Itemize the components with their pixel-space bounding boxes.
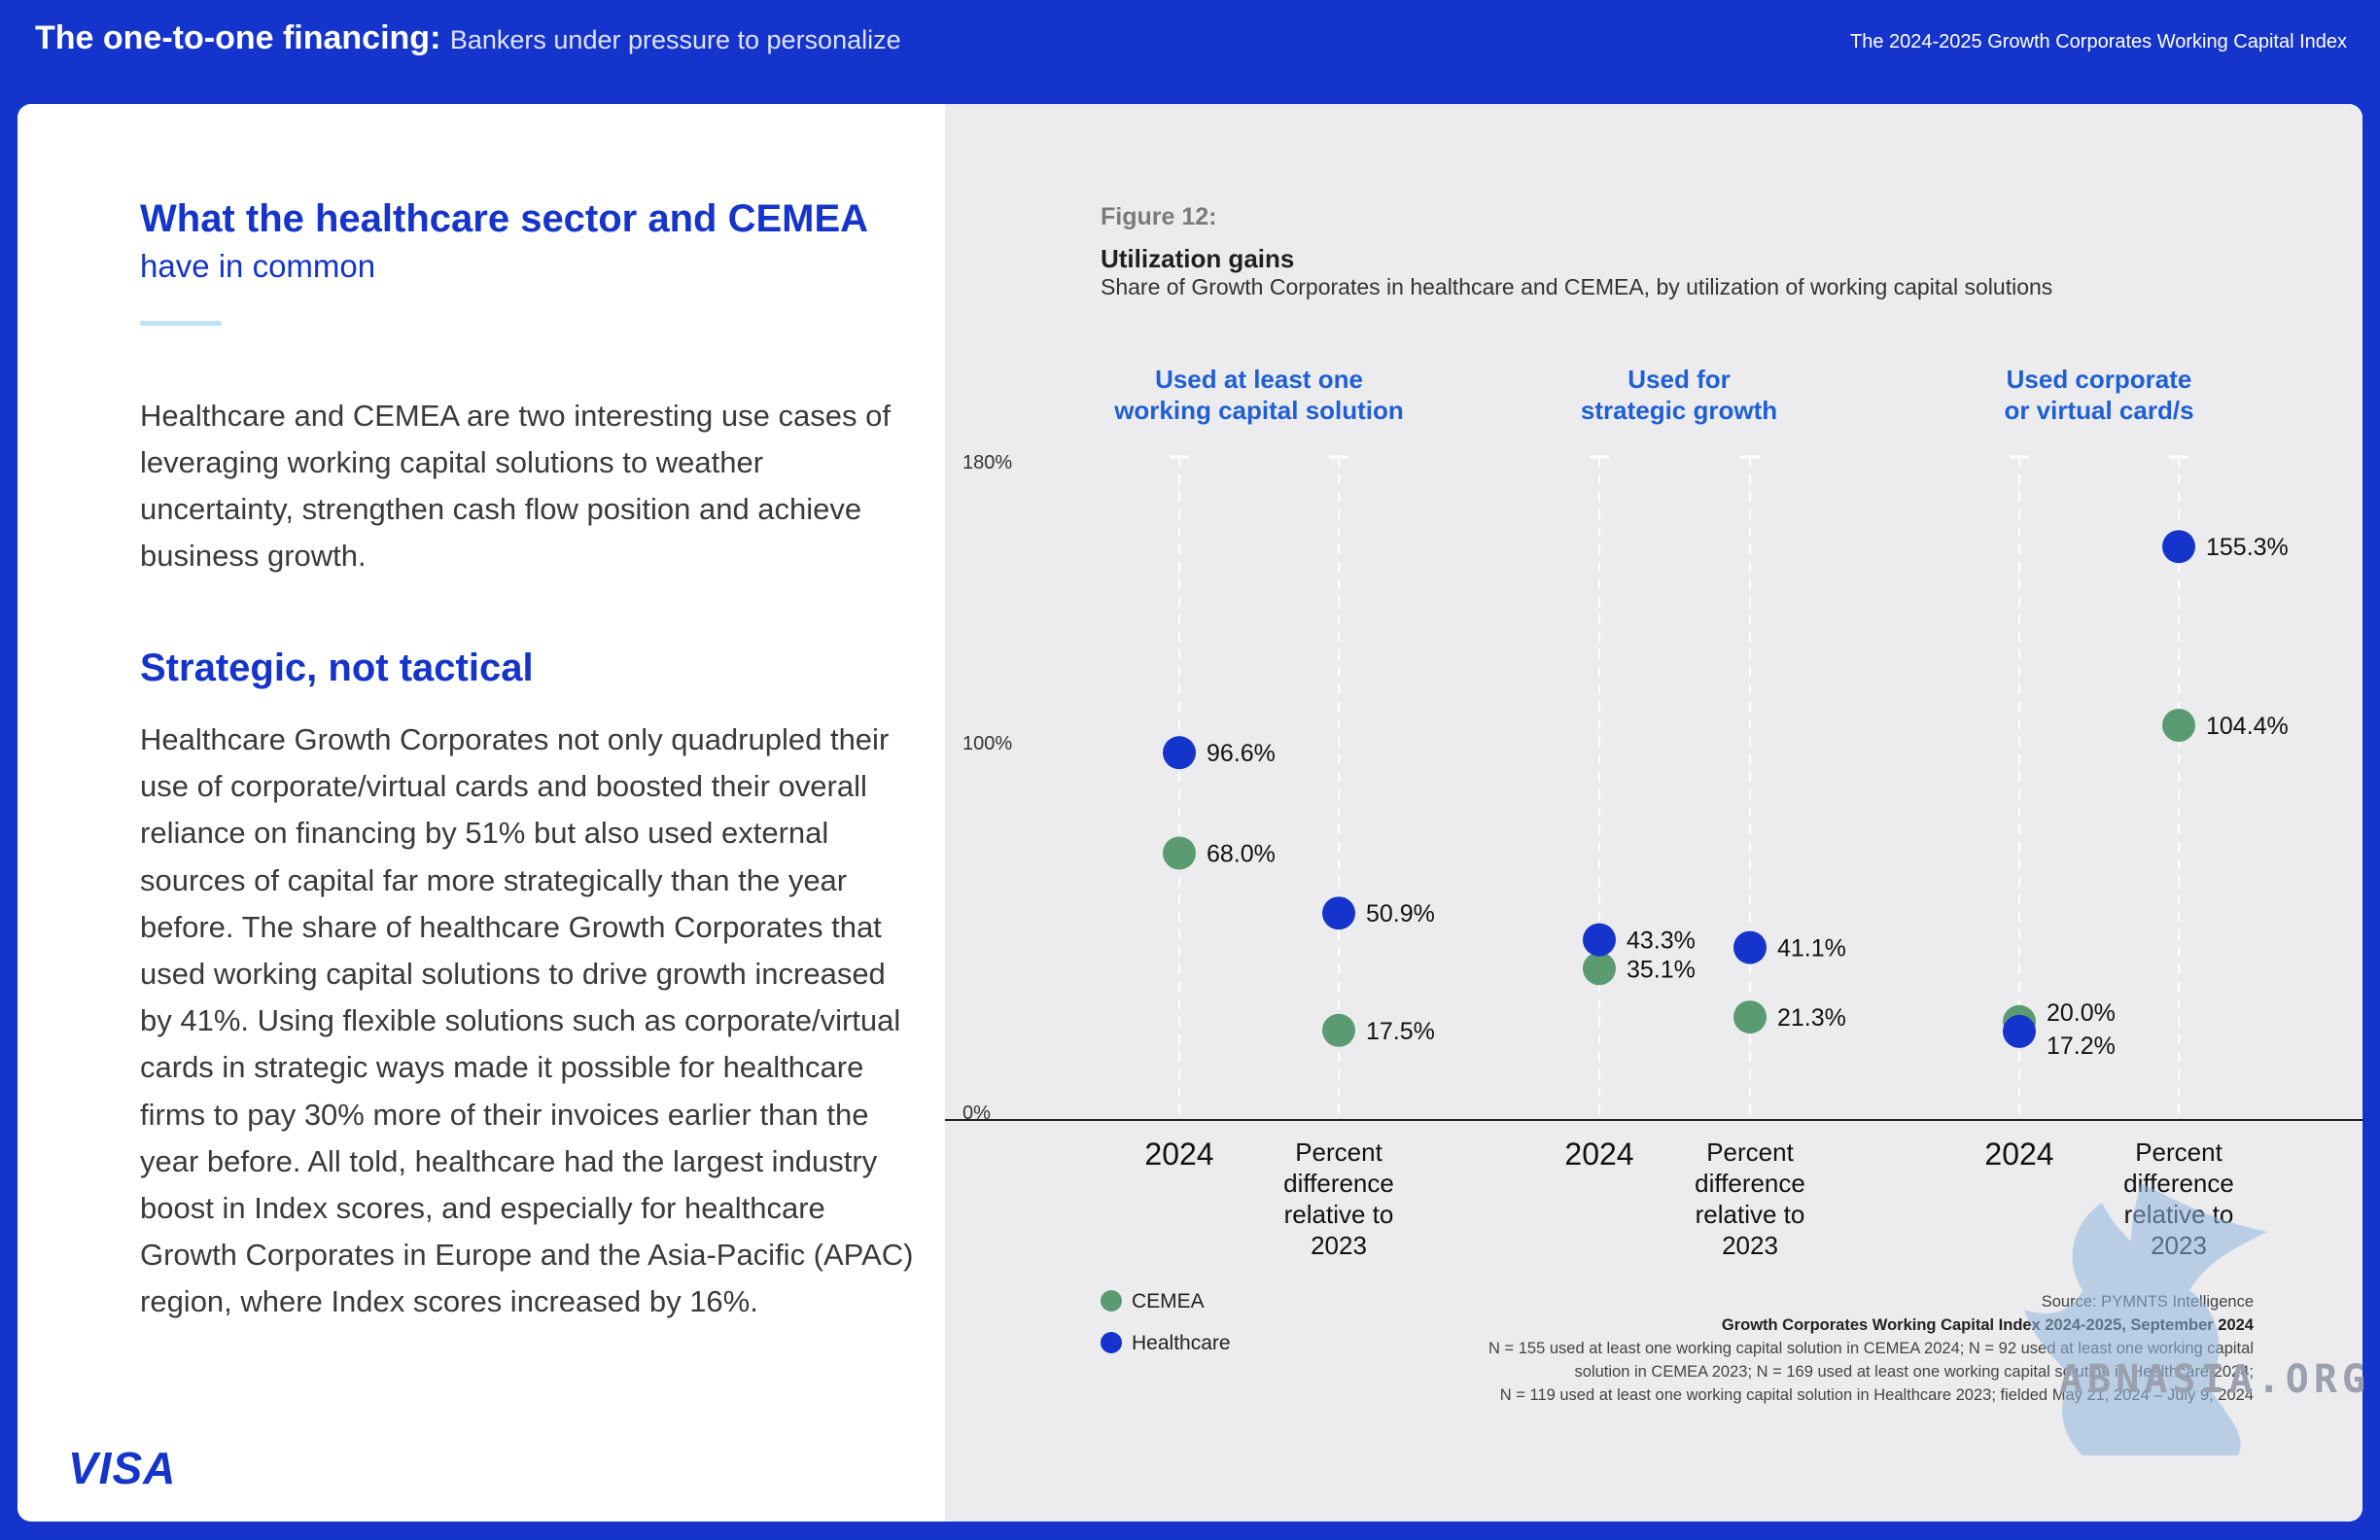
intro-paragraph: Healthcare and CEMEA are two interesting… (140, 399, 891, 573)
data-label-healthcare: 50.9% (1366, 900, 1435, 928)
data-label-cemea: 35.1% (1627, 956, 1696, 983)
column-label-line: relative to (1284, 1200, 1394, 1229)
data-label-cemea: 20.0% (2047, 999, 2116, 1027)
watermark-text: ABNASIA.ORG (2059, 1357, 2370, 1402)
column-label-line: 2023 (1311, 1231, 1367, 1260)
legend-item-cemea: CEMEA (1101, 1290, 1205, 1313)
y-tick-label: 100% (962, 733, 1012, 754)
group-header-line1: Used for (1628, 365, 1730, 394)
column-label-year: 2024 (1144, 1137, 1213, 1172)
legend-item-healthcare: Healthcare (1101, 1332, 1231, 1355)
group-header-line1: Used corporate (2007, 365, 2192, 394)
figure-subtitle: Share of Growth Corporates in healthcare… (1101, 274, 2053, 299)
data-label-healthcare: 155.3% (2206, 534, 2289, 561)
header-title-sub: Bankers under pressure to personalize (449, 25, 901, 54)
y-tick-label: 180% (962, 452, 1012, 473)
data-label-cemea: 17.5% (1366, 1018, 1435, 1045)
figure-number: Figure 12: (1101, 203, 1217, 230)
accent-divider (140, 321, 222, 326)
header-title-bold: The one-to-one financing: (35, 19, 441, 56)
column-label-line: Percent (2135, 1138, 2222, 1167)
group-header-line2: strategic growth (1581, 396, 1777, 425)
legend-label-healthcare: Healthcare (1132, 1332, 1231, 1354)
legend-dot-healthcare (1101, 1332, 1122, 1353)
data-label-healthcare: 43.3% (1627, 928, 1696, 955)
visa-logo: VISA (68, 1443, 177, 1493)
chart-panel: Figure 12: Utilization gains Share of Gr… (945, 104, 2362, 1522)
data-point-cemea (1733, 1000, 1767, 1034)
column-label-year: 2024 (1564, 1137, 1633, 1172)
content-card: What the healthcare sector and CEMEA hav… (18, 104, 2362, 1522)
data-point-healthcare (1583, 923, 1616, 957)
column-label-line: difference (1695, 1169, 1805, 1198)
data-point-healthcare (1733, 930, 1767, 964)
section-heading-sub: have in common (140, 248, 376, 284)
y-tick-label: 0% (962, 1102, 991, 1124)
page-header-title: The one-to-one financing: Bankers under … (35, 19, 901, 57)
data-label-cemea: 21.3% (1777, 1004, 1846, 1032)
data-point-healthcare (1322, 896, 1355, 930)
data-point-cemea (1583, 952, 1616, 986)
figure-title: Utilization gains (1101, 244, 1295, 273)
group-header-line2: or virtual card/s (2004, 396, 2193, 425)
column-label-year: 2024 (1984, 1137, 2053, 1172)
data-point-healthcare (1163, 736, 1196, 770)
column-label-line: 2023 (1722, 1231, 1778, 1260)
column-label-line: Percent (1295, 1138, 1382, 1167)
group-header-line2: working capital solution (1113, 396, 1404, 425)
subsection-heading: Strategic, not tactical (140, 647, 534, 689)
legend-label-cemea: CEMEA (1132, 1290, 1205, 1312)
column-label-line: Percent (1706, 1138, 1794, 1167)
section-heading: What the healthcare sector and CEMEA (140, 197, 869, 240)
data-point-cemea (1163, 836, 1196, 870)
data-point-cemea (2162, 709, 2195, 742)
data-point-healthcare (2003, 1014, 2036, 1048)
column-label-line: difference (1283, 1169, 1394, 1198)
data-label-healthcare: 17.2% (2047, 1032, 2116, 1060)
data-point-healthcare (2162, 530, 2195, 564)
legend-dot-cemea (1101, 1290, 1122, 1312)
data-label-cemea: 68.0% (1207, 840, 1276, 867)
data-label-healthcare: 41.1% (1777, 935, 1846, 962)
header-report-name: The 2024-2025 Growth Corporates Working … (1849, 31, 2347, 52)
text-panel: What the healthcare sector and CEMEA hav… (18, 104, 945, 1522)
body-paragraph: Healthcare Growth Corporates not only qu… (140, 722, 914, 1319)
data-label-cemea: 104.4% (2206, 713, 2289, 740)
watermark-lion-graphic (2024, 1183, 2267, 1455)
data-label-healthcare: 96.6% (1207, 740, 1276, 767)
header-bar: The one-to-one financing: Bankers under … (0, 0, 2380, 102)
column-label-line: relative to (1696, 1200, 1805, 1229)
data-point-cemea (1322, 1013, 1355, 1047)
group-header-line1: Used at least one (1155, 365, 1363, 394)
